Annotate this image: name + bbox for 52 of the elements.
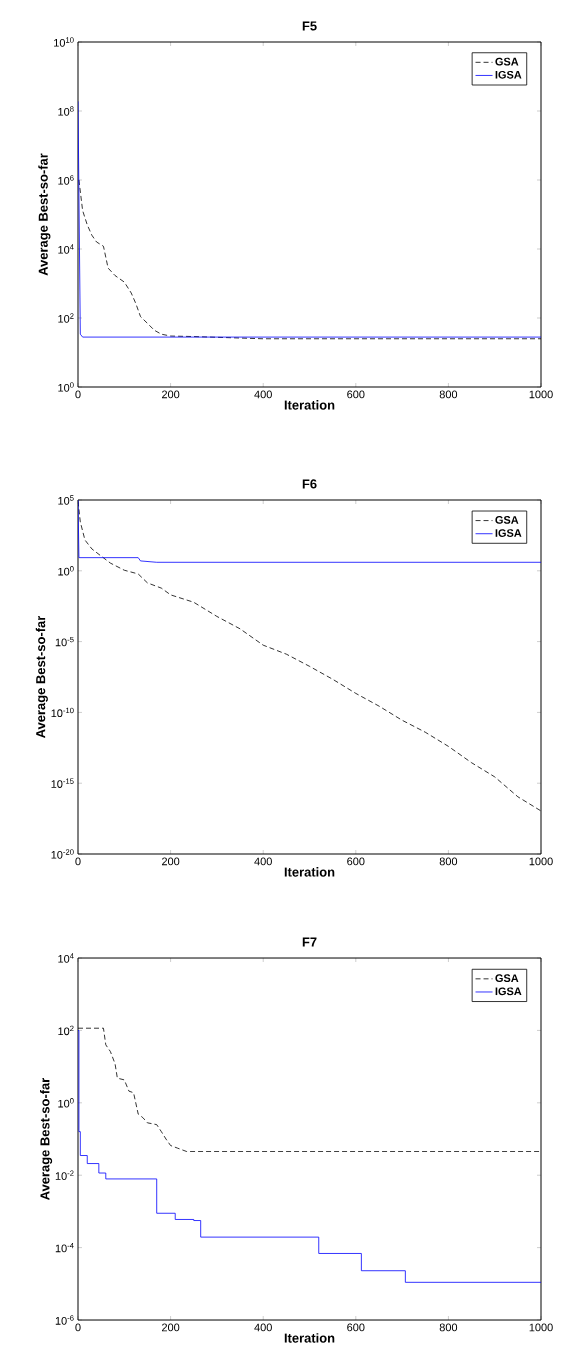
y-tick-label: 10$^{2}$ xyxy=(58,313,74,323)
x-tick-label: 600 xyxy=(347,1323,365,1332)
y-tick-label: 10$^{-15}$ xyxy=(51,778,74,788)
legend-label: IGSA xyxy=(495,529,522,537)
chart-title: F6 xyxy=(302,479,317,489)
x-tick-label: 0 xyxy=(75,390,81,399)
x-tick-label: 800 xyxy=(439,1323,458,1332)
x-tick-label: 400 xyxy=(254,390,272,399)
y-tick-label: 10$^{-4}$ xyxy=(55,1242,74,1253)
chart-title: F5 xyxy=(302,21,317,31)
x-tick-label: 1000 xyxy=(529,857,553,866)
y-tick-label: 10$^{5}$ xyxy=(58,495,74,505)
y-tick-label: 10$^{4}$ xyxy=(58,244,74,254)
x-tick-label: 1000 xyxy=(529,1323,553,1332)
y-tick-label: 10$^{0}$ xyxy=(58,566,74,576)
x-tick-label: 200 xyxy=(162,1323,180,1332)
legend-label: IGSA xyxy=(495,987,522,996)
chart-title: F7 xyxy=(302,937,317,947)
x-tick-label: 600 xyxy=(347,390,365,399)
legend-label: IGSA xyxy=(495,70,522,79)
x-tick-label: 200 xyxy=(162,390,180,399)
x-tick-label: 200 xyxy=(162,857,180,866)
x-tick-label: 800 xyxy=(439,390,458,399)
line-series xyxy=(78,500,541,563)
x-tick-label: 800 xyxy=(439,857,458,866)
legend-label: GSA xyxy=(495,974,519,983)
x-axis-title: Iteration xyxy=(284,1333,335,1343)
y-axis-title: Average Best-so-far xyxy=(35,615,48,738)
y-tick-label: 10$^{0}$ xyxy=(58,1098,74,1108)
y-axis-title: Average Best-so-far xyxy=(38,153,51,276)
y-tick-label: 10$^{8}$ xyxy=(58,106,74,116)
legend-label: GSA xyxy=(495,516,519,524)
x-tick-label: 0 xyxy=(75,1323,81,1332)
y-tick-label: 10$^{-2}$ xyxy=(55,1170,74,1180)
x-tick-label: 0 xyxy=(75,857,81,866)
y-tick-label: 10$^{0}$ xyxy=(58,382,74,392)
y-tick-label: 10$^{10}$ xyxy=(54,37,74,47)
y-tick-label: 10$^{-6}$ xyxy=(55,1315,74,1325)
x-tick-label: 600 xyxy=(347,857,365,866)
legend-label: GSA xyxy=(495,57,519,66)
y-tick-label: 10$^{-20}$ xyxy=(51,849,74,859)
x-tick-label: 400 xyxy=(254,1323,272,1332)
x-tick-label: 400 xyxy=(254,857,272,866)
y-tick-label: 10$^{2}$ xyxy=(58,1025,74,1036)
x-tick-label: 1000 xyxy=(529,390,553,399)
x-axis-title: Iteration xyxy=(284,400,335,410)
y-tick-label: 10$^{-10}$ xyxy=(51,707,74,718)
y-tick-label: 10$^{4}$ xyxy=(58,953,74,963)
x-axis-title: Iteration xyxy=(284,867,335,877)
y-axis-title: Average Best-so-far xyxy=(40,1077,53,1200)
y-tick-label: 10$^{6}$ xyxy=(58,175,74,185)
y-tick-label: 10$^{-5}$ xyxy=(55,636,74,647)
